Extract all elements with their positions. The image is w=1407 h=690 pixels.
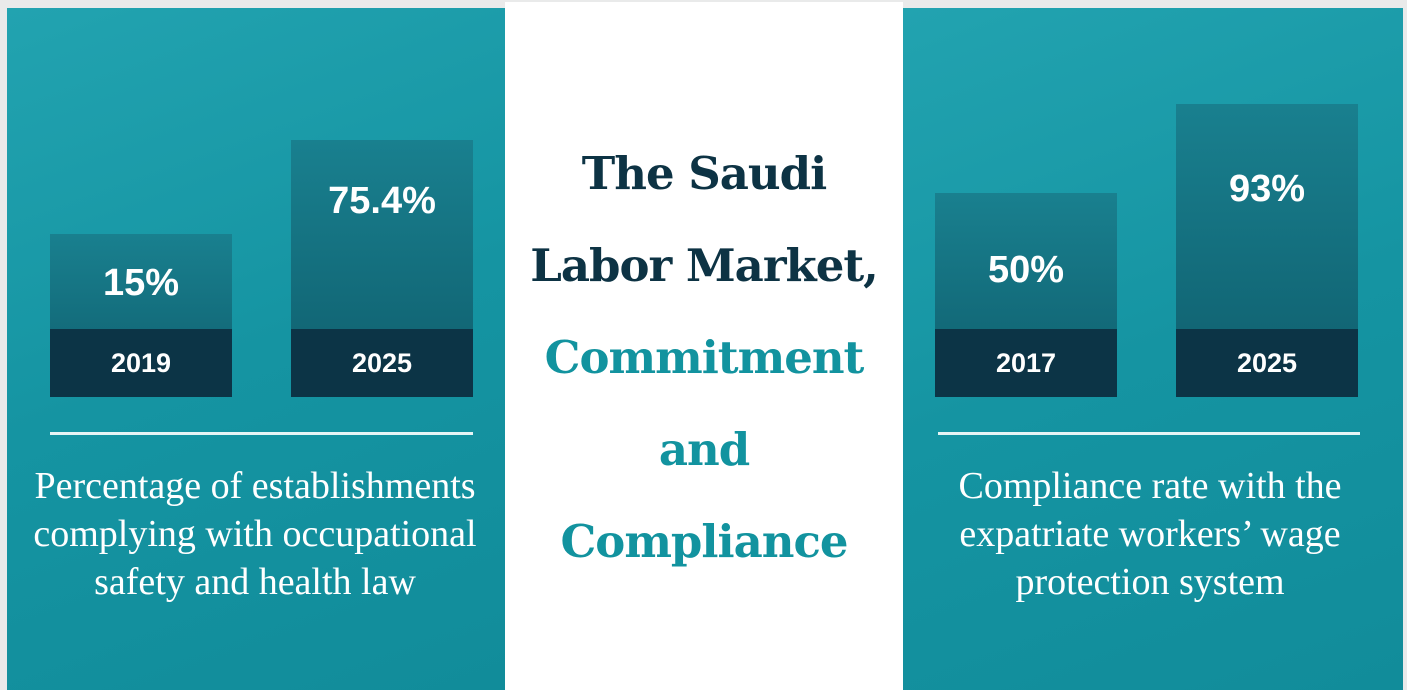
stat-box: 50% 2017 xyxy=(935,193,1117,397)
stat-box: 75.4% 2025 xyxy=(291,140,473,397)
stat-year: 2025 xyxy=(1176,329,1358,397)
title-line: The Saudi xyxy=(505,128,903,220)
divider xyxy=(938,432,1360,435)
stat-box: 93% 2025 xyxy=(1176,104,1358,397)
stat-year: 2019 xyxy=(50,329,232,397)
stat-value: 50% xyxy=(935,249,1117,292)
title-line: Commitment xyxy=(505,312,903,404)
title-line: Labor Market, xyxy=(505,220,903,312)
divider xyxy=(50,432,473,435)
stat-year: 2017 xyxy=(935,329,1117,397)
infographic: 15% 2019 75.4% 2025 Percentage of establ… xyxy=(0,0,1407,690)
stat-value: 93% xyxy=(1176,168,1358,211)
stat-box: 15% 2019 xyxy=(50,234,232,397)
stat-value: 75.4% xyxy=(291,180,473,223)
stat-value: 15% xyxy=(50,262,232,305)
caption: Compliance rate with the expatriate work… xyxy=(940,462,1360,606)
title-line: Compliance xyxy=(505,496,903,588)
caption: Percentage of establishments complying w… xyxy=(20,462,490,606)
stat-year: 2025 xyxy=(291,329,473,397)
title-line: and xyxy=(505,404,903,496)
